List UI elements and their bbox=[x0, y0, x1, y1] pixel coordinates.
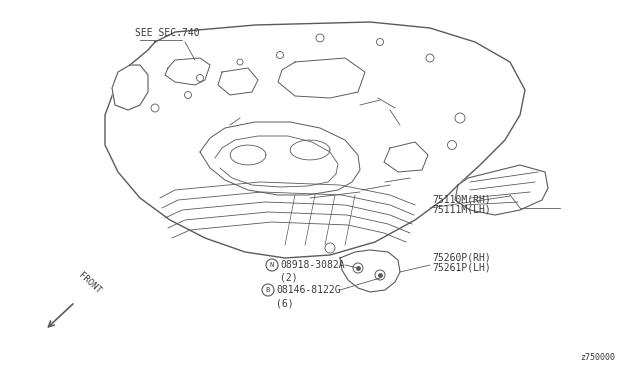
Circle shape bbox=[266, 259, 278, 271]
Text: z750000: z750000 bbox=[580, 353, 615, 362]
Text: 08146-8122G: 08146-8122G bbox=[276, 285, 340, 295]
Polygon shape bbox=[340, 250, 400, 292]
Text: (6): (6) bbox=[276, 298, 294, 308]
Text: 75261P(LH): 75261P(LH) bbox=[432, 263, 491, 273]
Text: FRONT: FRONT bbox=[77, 270, 103, 295]
Text: 75110M(RH): 75110M(RH) bbox=[432, 194, 491, 204]
Text: B: B bbox=[266, 287, 270, 293]
Text: (2): (2) bbox=[280, 273, 298, 283]
Text: SEE SEC.740: SEE SEC.740 bbox=[135, 28, 200, 38]
Text: N: N bbox=[270, 262, 274, 268]
Polygon shape bbox=[455, 165, 548, 215]
Polygon shape bbox=[112, 65, 148, 110]
Text: 75260P(RH): 75260P(RH) bbox=[432, 252, 491, 262]
Circle shape bbox=[262, 284, 274, 296]
Text: 08918-3082A: 08918-3082A bbox=[280, 260, 344, 270]
Text: 75111M(LH): 75111M(LH) bbox=[432, 205, 491, 215]
Polygon shape bbox=[105, 22, 525, 258]
